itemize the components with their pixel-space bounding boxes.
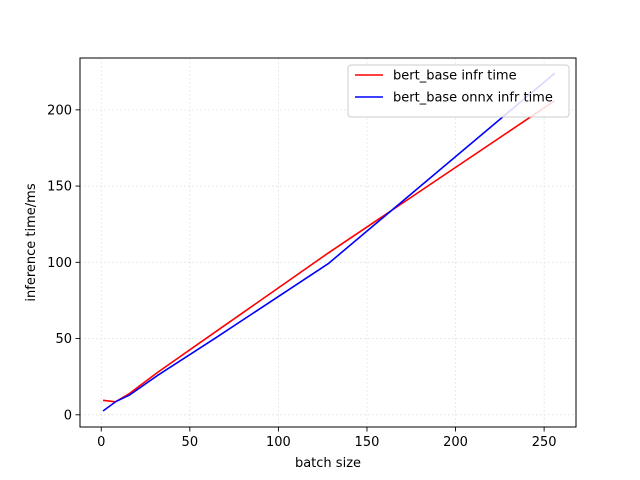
plot-frame xyxy=(79,57,577,428)
x-axis-label: batch size xyxy=(295,456,361,471)
x-tick-label: 0 xyxy=(97,435,105,450)
legend-label-1: bert_base infr time xyxy=(393,69,517,84)
x-tick-label: 200 xyxy=(443,435,468,450)
series-group xyxy=(102,72,556,412)
y-axis-label: inference time/ms xyxy=(24,183,39,301)
legend: bert_base infr time bert_base onnx infr t… xyxy=(347,64,570,118)
legend-box xyxy=(347,64,570,118)
series-line-2 xyxy=(102,72,556,412)
y-tick-label: 150 xyxy=(47,180,72,195)
y-tick-label: 0 xyxy=(64,408,72,423)
ticks: 0 50 100 150 200 250 0 50 100 150 200 xyxy=(47,103,556,450)
y-tick-label: 50 xyxy=(55,332,72,347)
x-tick-label: 100 xyxy=(266,435,291,450)
legend-label-2: bert_base onnx infr time xyxy=(393,91,553,106)
x-tick-label: 150 xyxy=(355,435,380,450)
x-tick-label: 250 xyxy=(532,435,557,450)
y-tick-label: 200 xyxy=(47,103,72,118)
x-tick-label: 50 xyxy=(182,435,199,450)
y-tick-label: 100 xyxy=(47,256,72,271)
